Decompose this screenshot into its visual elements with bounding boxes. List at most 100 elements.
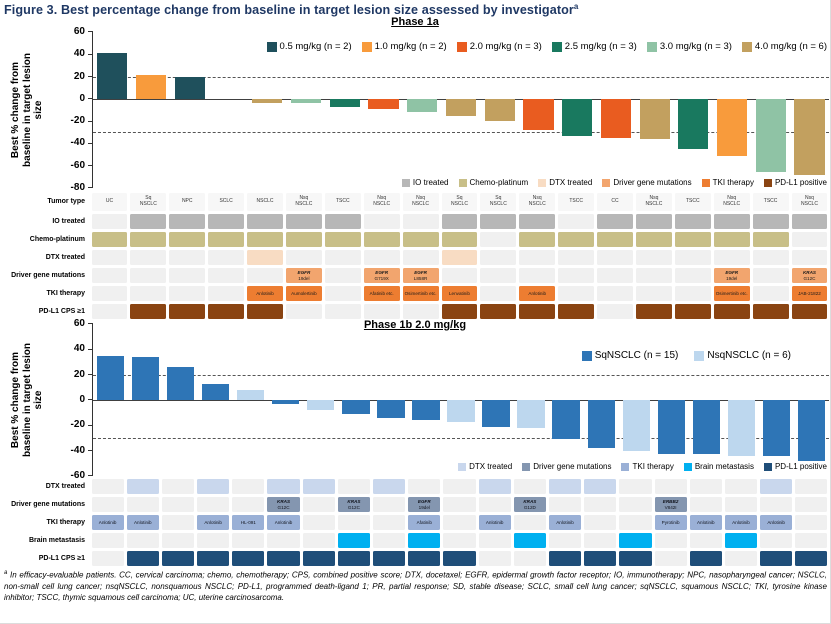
axis-tick-label: 0 [79,394,85,405]
table-cell [91,497,124,512]
table-cell [519,304,556,319]
table-cell [443,497,476,512]
bar-slot [303,324,338,476]
figure-title-superscript: a [573,2,579,11]
cell-text-line: JAB-21822 [798,290,821,296]
tumor-type-line: UC [105,198,114,205]
cell-text-line: EGFR [414,270,427,276]
table-cell [443,515,476,530]
legend-label: DTX treated [469,462,513,471]
cell-text-line: KRAS [802,270,816,276]
cell-text-line: Pyrotinib [661,519,680,525]
phase1a-title-text: Phase 1a [391,16,439,28]
bar [622,400,650,451]
cell-text-line: Anlotinib [204,519,222,525]
table-cell: Anlotinib [197,515,230,530]
bar [755,98,786,173]
bar [600,98,631,138]
table-cell [285,214,322,229]
bar [523,98,554,131]
bar-slot [364,32,403,188]
table-cell [126,551,159,566]
bar [445,98,477,116]
axis-tick-label: 60 [73,26,85,37]
bar-slot [93,324,128,476]
table-cell [724,551,758,566]
table-cell [713,250,750,265]
table-cell [208,286,245,301]
legend-label: DTX treated [549,178,593,187]
bar-slot [287,32,326,188]
table-cell: KRAS G12C [337,497,370,512]
table-cell [130,268,167,283]
table-cell [324,250,361,265]
table-cell: HL-091 [232,515,265,530]
table-cell [161,551,195,566]
cell-text-line: G12C [347,504,360,510]
tumor-type-line: NSCLC [723,201,741,207]
tumor-type-line: Nsq [299,195,309,202]
cell-text-line: Anlotinib [528,290,547,296]
row-label: Chemo-platinum [29,235,85,243]
table-cell [208,232,245,247]
table-cell [208,250,245,265]
bar [96,355,125,400]
table-cell [363,214,400,229]
bar [482,400,510,427]
table-row: PD-L1 CPS ≥1 [2,551,829,566]
figure-title-text: Figure 3. Best percentage change from ba… [4,3,574,18]
tumor-type-line: NSCLC [256,198,274,205]
bar [407,98,438,113]
cell-text-line: Anlotinib [256,290,274,296]
table-cell [197,551,230,566]
bar-slot [654,324,689,476]
bar-slot [479,324,514,476]
tumor-type-line: NSCLC [373,201,391,207]
table-cell: Anlotinib [548,515,582,530]
tumor-type-label: Nsq NSCLC [635,193,672,211]
bar-slot [198,324,233,476]
table-cell: EGFR G719X [363,268,400,283]
tumor-type-line: Nsq [805,195,814,202]
table-cell: EGFR 19del [408,497,441,512]
legend-swatch [458,462,467,471]
table-cell [635,304,672,319]
table-cell: Osimertinib etc. [402,286,439,301]
table-cell [130,214,167,229]
cell-text-line: EGFR [417,499,431,505]
table-cell [584,533,617,548]
table-cell [443,479,476,494]
table-cell [208,214,245,229]
table-cell [161,515,195,530]
cell-text-line: ERBB2 [662,499,679,505]
bar-slot [794,324,829,476]
table-cell [402,214,439,229]
bar-slot [442,32,481,188]
table-cell [619,515,652,530]
bar-slot [558,32,597,188]
legend-swatch [538,178,547,187]
table-cell [408,551,441,566]
table-cell [548,479,582,494]
table-cell [635,286,672,301]
axis-tick-mark [88,53,93,55]
cell-text-line: Osimertinib etc. [404,290,437,296]
phase1a-y-axis-label: Best % change from baseline in target le… [10,53,44,167]
cell-text-line: Anlotinib [274,519,293,525]
table-cell [91,479,124,494]
table-cell [635,268,672,283]
bar [377,400,405,418]
table-cell [91,533,124,548]
tumor-type-line: TSCC [763,198,778,205]
table-cell [724,533,758,548]
axis-tick-label: -20 [70,419,85,431]
table-cell [285,304,322,319]
table-cell: Anlotinib [267,515,300,530]
legend-swatch [621,462,630,471]
legend-item: PD-L1 positive [763,462,827,471]
table-cell: JAB-21822 [791,286,828,301]
bar-slot [443,324,478,476]
legend-item: Driver gene mutations [522,462,611,471]
legend-item: 3.0 mg/kg (n = 3) [646,41,732,52]
table-cell [324,304,361,319]
